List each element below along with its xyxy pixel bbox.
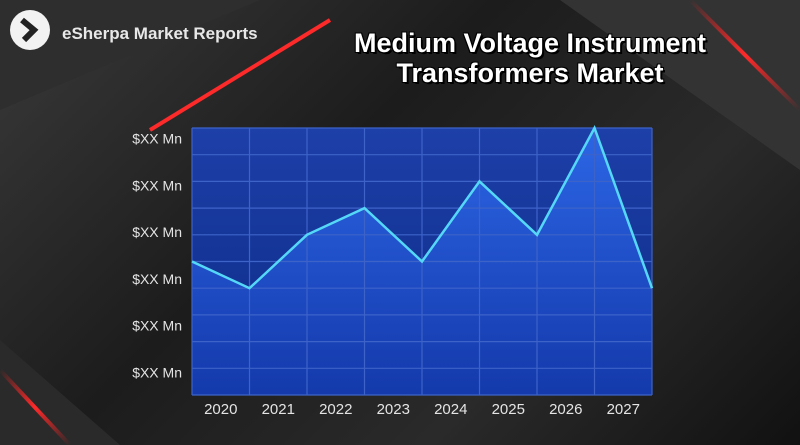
x-tick-label: 2025 [492, 401, 525, 418]
y-tick-label: $XX Mn [132, 177, 182, 193]
bg-streak [0, 368, 72, 445]
y-tick-label: $XX Mn [132, 318, 182, 334]
y-tick-label: $XX Mn [132, 271, 182, 287]
line [191, 124, 654, 290]
bg-streak [148, 18, 332, 132]
x-tick-label: 2026 [549, 401, 582, 418]
x-tick-label: 2023 [377, 401, 410, 418]
x-tick-label: 2027 [607, 401, 640, 418]
bg-shape [0, 340, 120, 445]
x-tick-label: 2024 [434, 401, 467, 418]
x-tick-label: 2021 [262, 401, 295, 418]
bg-shape [560, 0, 800, 170]
x-tick-label: 2020 [204, 401, 237, 418]
y-tick-label: $XX Mn [132, 131, 182, 147]
chart-title: Medium Voltage Instrument Transformers M… [353, 28, 707, 88]
logo [10, 10, 50, 50]
bg-shape [0, 0, 260, 110]
y-tick-label: $XX Mn [132, 364, 182, 380]
bg-streak [688, 0, 800, 112]
brand: eSherpa Market Reports [62, 24, 258, 43]
y-tick-label: $XX Mn [132, 224, 182, 240]
x-tick-label: 2022 [319, 401, 352, 418]
